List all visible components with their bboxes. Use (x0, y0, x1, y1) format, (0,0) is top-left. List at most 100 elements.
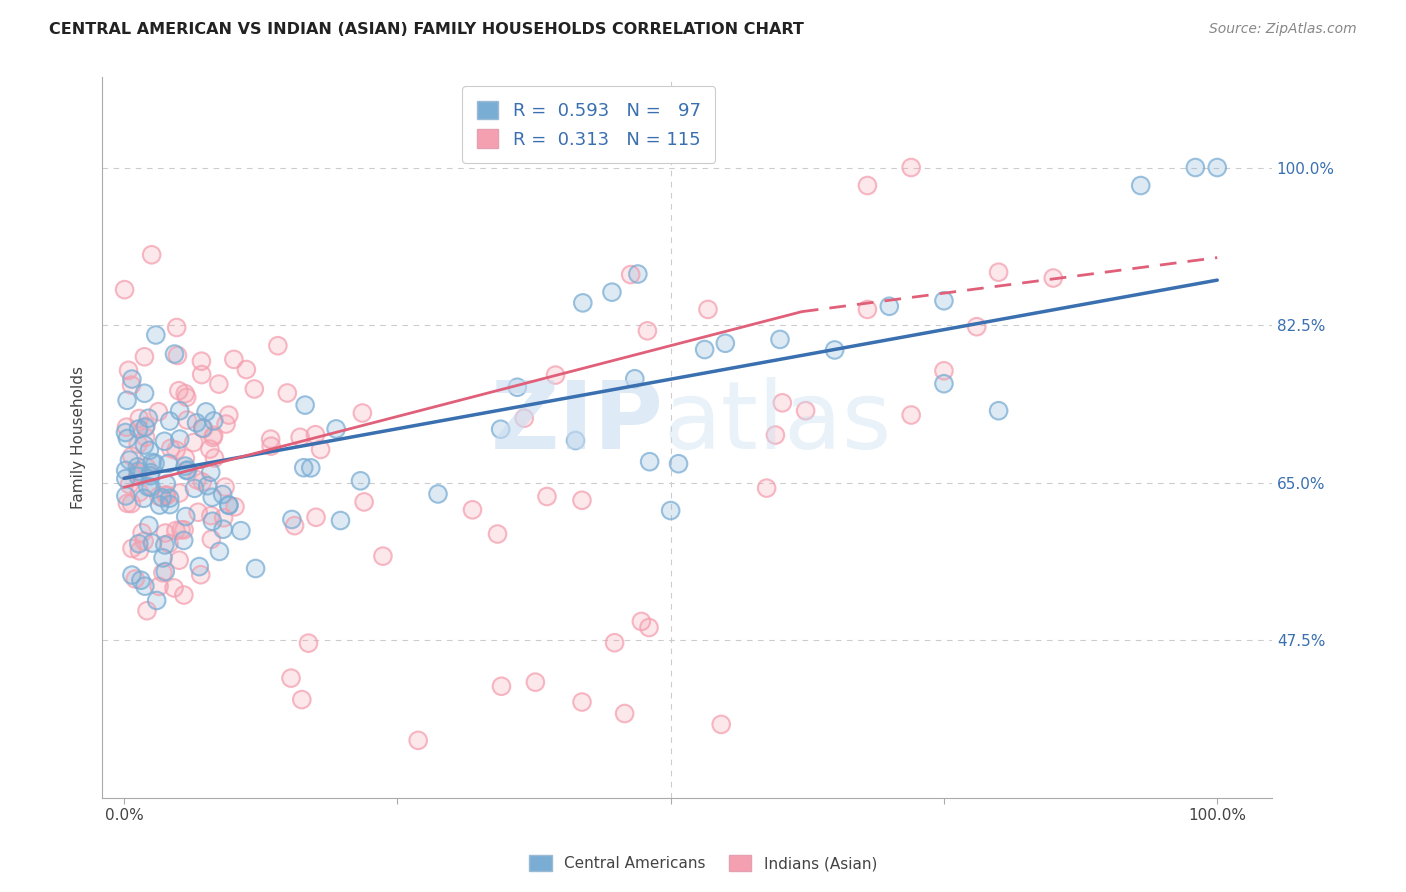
Point (117, 496, 139, 510)
Point (120, 497, 142, 511)
Point (299, 461, 322, 475)
Point (190, 354, 212, 368)
Point (135, 460, 157, 475)
Point (176, 464, 198, 478)
Point (124, 572, 146, 586)
Point (157, 457, 180, 471)
Point (134, 420, 156, 434)
Point (208, 377, 231, 392)
Point (169, 404, 191, 418)
Point (124, 572, 146, 586)
Point (159, 498, 181, 512)
Point (824, 343, 846, 357)
Point (188, 559, 211, 574)
Point (1129, 178, 1152, 193)
Point (218, 499, 240, 513)
Point (353, 495, 375, 509)
Point (506, 380, 529, 394)
Point (276, 386, 298, 401)
Point (127, 459, 149, 474)
Point (212, 522, 235, 536)
Point (183, 481, 205, 495)
Point (166, 320, 188, 334)
Point (128, 543, 150, 558)
Point (121, 449, 143, 463)
Point (260, 432, 283, 446)
Point (148, 498, 170, 512)
Point (297, 636, 319, 650)
Point (325, 422, 347, 436)
Point (638, 455, 661, 469)
Point (197, 479, 219, 493)
Point (544, 368, 567, 382)
Point (856, 302, 879, 317)
Text: Source: ZipAtlas.com: Source: ZipAtlas.com (1209, 22, 1357, 37)
Point (145, 328, 167, 343)
Point (513, 411, 536, 425)
Point (755, 481, 778, 495)
Point (900, 408, 922, 422)
Point (427, 487, 450, 501)
Point (139, 466, 162, 480)
Point (114, 463, 136, 477)
Point (148, 489, 170, 503)
Point (186, 416, 208, 430)
Point (121, 372, 143, 386)
Text: CENTRAL AMERICAN VS INDIAN (ASIAN) FAMILY HOUSEHOLDS CORRELATION CHART: CENTRAL AMERICAN VS INDIAN (ASIAN) FAMIL… (49, 22, 804, 37)
Point (297, 636, 319, 650)
Point (218, 498, 240, 512)
Point (165, 524, 187, 538)
Point (173, 533, 195, 548)
Point (152, 550, 174, 565)
Point (128, 464, 150, 478)
Point (127, 437, 149, 451)
Point (186, 416, 208, 430)
Point (138, 443, 160, 458)
Point (198, 442, 221, 456)
Point (134, 579, 156, 593)
Point (222, 352, 245, 367)
Point (166, 320, 188, 334)
Point (155, 489, 177, 503)
Point (148, 405, 170, 419)
Point (224, 500, 246, 514)
Point (638, 455, 661, 469)
Point (173, 523, 195, 537)
Point (129, 573, 152, 587)
Point (188, 559, 211, 574)
Point (352, 406, 374, 420)
Point (304, 427, 326, 442)
Point (121, 372, 143, 386)
Point (489, 422, 512, 436)
Point (489, 422, 512, 436)
Point (127, 467, 149, 481)
Point (166, 349, 188, 363)
Point (215, 417, 238, 431)
Point (152, 566, 174, 580)
Point (291, 692, 314, 706)
Point (1206, 161, 1229, 175)
Point (136, 604, 159, 618)
Point (280, 671, 302, 685)
Point (710, 717, 733, 731)
Point (117, 363, 139, 377)
Point (763, 428, 786, 442)
Point (932, 376, 955, 391)
Point (235, 362, 257, 376)
Point (190, 567, 212, 582)
Point (153, 538, 176, 552)
Point (114, 283, 136, 297)
Point (183, 435, 205, 450)
Point (187, 505, 209, 519)
Point (141, 536, 163, 550)
Point (165, 443, 187, 458)
Point (159, 414, 181, 428)
Point (191, 475, 214, 489)
Point (159, 491, 181, 506)
Point (305, 510, 328, 524)
Point (201, 430, 224, 444)
Point (536, 490, 558, 504)
Point (291, 692, 314, 706)
Point (900, 408, 922, 422)
Point (176, 413, 198, 427)
